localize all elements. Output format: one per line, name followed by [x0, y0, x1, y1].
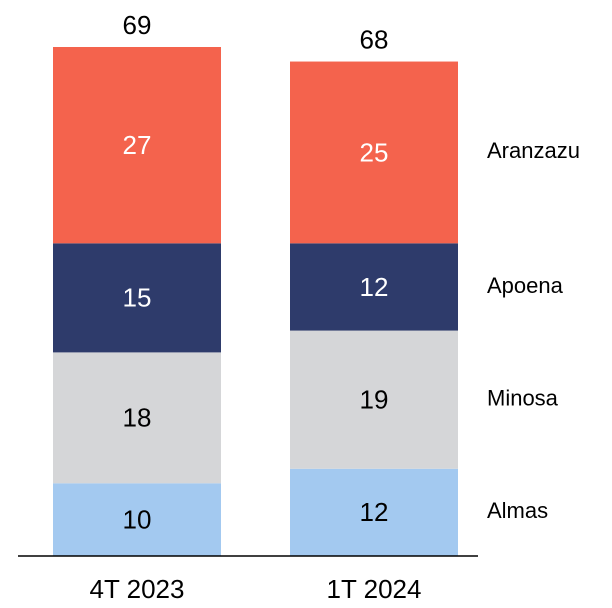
bar-segment [290, 61, 458, 244]
bar-segment [53, 352, 221, 484]
bar-segment [290, 330, 458, 469]
bar-segment [53, 47, 221, 244]
bar-segment [290, 243, 458, 331]
legend-label: Apoena [487, 273, 564, 298]
value-label: 27 [123, 130, 152, 160]
value-label: 25 [360, 137, 389, 167]
bar-segment [53, 243, 221, 353]
value-label: 19 [360, 385, 389, 415]
bar-segment [290, 468, 458, 556]
legend-label: Minosa [487, 385, 559, 410]
legend-label: Aranzazu [487, 138, 580, 163]
value-label: 15 [123, 283, 152, 313]
x-tick-label: 4T 2023 [90, 574, 185, 604]
total-label: 69 [123, 10, 152, 40]
bar-segment [53, 483, 221, 556]
value-label: 18 [123, 403, 152, 433]
value-label: 12 [360, 497, 389, 527]
legend-label: Almas [487, 498, 548, 523]
total-label: 68 [360, 24, 389, 54]
x-tick-label: 1T 2024 [327, 574, 422, 604]
value-label: 12 [360, 272, 389, 302]
value-label: 10 [123, 505, 152, 535]
